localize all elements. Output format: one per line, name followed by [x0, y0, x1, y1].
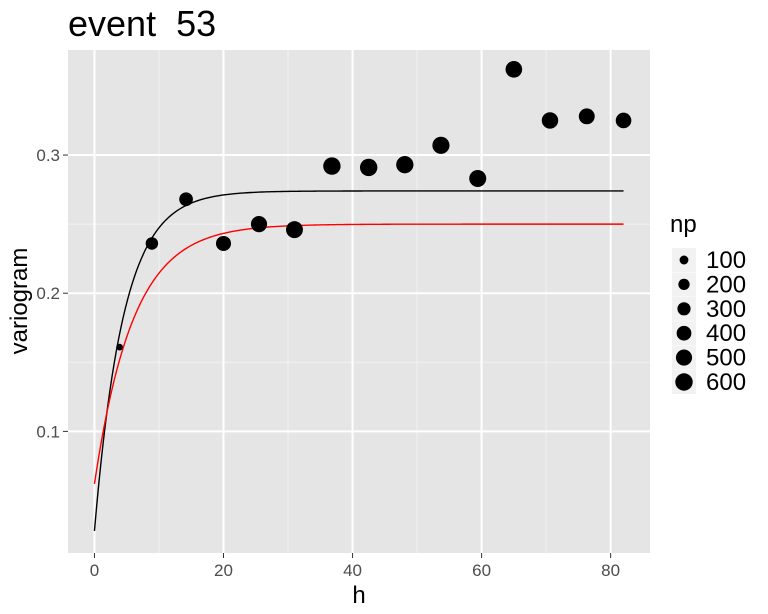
legend-label: 200: [706, 271, 746, 298]
y-tick-label: 0.2: [36, 284, 60, 303]
model-line: [93, 190, 624, 531]
x-tick-label: 20: [214, 561, 233, 580]
legend-title: np: [670, 211, 697, 238]
x-tick-label: 60: [472, 561, 491, 580]
legend-swatch: [675, 349, 693, 366]
legend-label: 400: [706, 320, 746, 347]
legend-swatch: [675, 373, 693, 391]
data-point: [250, 216, 268, 233]
grid-major: [68, 50, 650, 553]
x-axis-ticks: 0 20 40 60 80: [90, 553, 620, 580]
data-point: [578, 108, 595, 125]
data-point: [359, 158, 378, 177]
data-point: [615, 112, 632, 129]
model-line: [93, 223, 624, 485]
legend-label: 300: [706, 296, 746, 323]
legend-label: 600: [706, 369, 746, 396]
legend-label: 100: [706, 247, 746, 274]
data-point: [116, 343, 123, 351]
legend-swatch: [678, 278, 690, 291]
data-point: [323, 157, 341, 175]
data-point: [505, 61, 523, 78]
y-axis-ticks: 0.1 0.2 0.3: [36, 146, 68, 441]
data-point: [541, 112, 559, 129]
data-point: [396, 156, 414, 174]
y-tick-label: 0.1: [36, 422, 60, 441]
y-tick-label: 0.3: [36, 146, 60, 165]
legend-swatch: [679, 255, 689, 265]
data-point: [432, 136, 450, 154]
chart-title: event 53: [68, 3, 216, 44]
data-point: [469, 169, 487, 188]
x-tick-label: 0: [90, 561, 99, 580]
data-points: [116, 61, 632, 351]
plot-panel: [68, 50, 650, 553]
y-axis-title: variogram: [6, 248, 33, 355]
legend-label: 500: [706, 345, 746, 372]
fitted-model-lines: [93, 190, 624, 531]
x-tick-label: 40: [343, 561, 362, 580]
x-tick-label: 80: [601, 561, 620, 580]
data-point: [145, 237, 159, 250]
legend-swatch: [677, 302, 691, 316]
legend-swatch: [676, 325, 692, 341]
x-axis-title: h: [352, 582, 365, 609]
data-point: [215, 235, 232, 251]
data-point: [179, 192, 193, 207]
data-point: [286, 221, 303, 239]
